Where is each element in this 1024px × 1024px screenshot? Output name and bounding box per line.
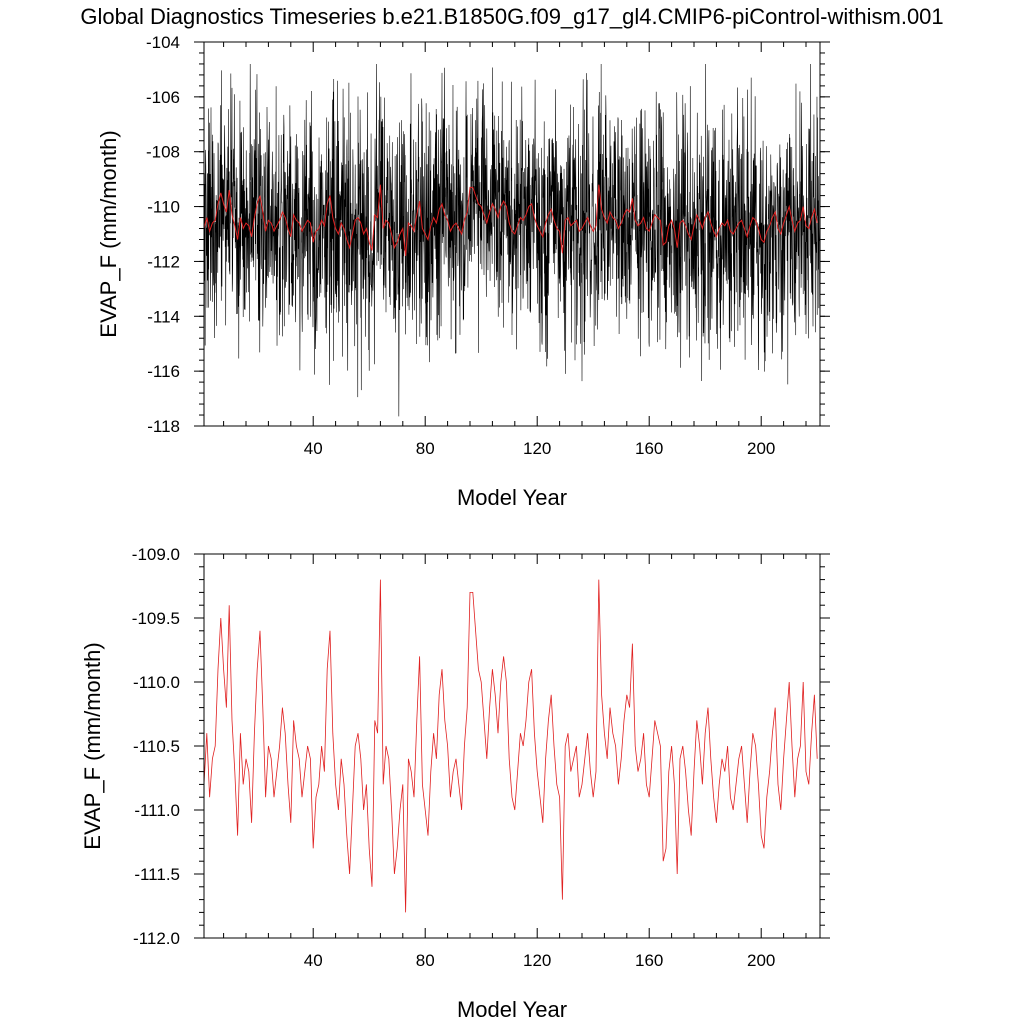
- x-tick-label: 160: [635, 439, 663, 458]
- y-tick-label: -110.0: [133, 673, 180, 692]
- annual-series-line: [203, 579, 818, 913]
- y-tick-label: -108: [146, 143, 180, 162]
- top-xlabel: Model Year: [457, 485, 567, 510]
- top-series: [203, 63, 821, 417]
- bottom-series: [203, 579, 818, 913]
- top-plot-frame: [203, 41, 821, 427]
- figure-title: Global Diagnostics Timeseries b.e21.B185…: [80, 4, 943, 29]
- top-axis-ticks: 40 80 120 160 200 -118 -116 -114 -112 -110 -108 -10…: [146, 33, 830, 458]
- bottom-xlabel: Model Year: [457, 997, 567, 1022]
- y-tick-label: -112: [147, 252, 180, 271]
- y-tick-label: -111.5: [134, 865, 180, 884]
- bottom-axis-ticks: 40 80 120 160 200 -112.0 -111.5 -111.0 -110.5 -11…: [132, 545, 830, 970]
- annual-series-line: [203, 184, 818, 256]
- x-tick-label: 200: [747, 951, 775, 970]
- y-tick-label: -111.0: [134, 801, 180, 820]
- y-tick-label: -110: [147, 198, 180, 217]
- x-tick-label: 80: [416, 951, 435, 970]
- x-tick-label: 40: [304, 951, 323, 970]
- y-tick-label: -109.0: [132, 545, 180, 564]
- y-tick-label: -114: [147, 307, 180, 326]
- x-tick-label: 40: [304, 439, 323, 458]
- top-panel: 40 80 120 160 200 -118 -116 -114 -112 -110 -108 -10…: [96, 33, 830, 510]
- y-tick-label: -109.5: [132, 609, 180, 628]
- y-tick-label: -116: [147, 362, 180, 381]
- y-tick-label: -106: [146, 88, 180, 107]
- top-ylabel: EVAP_F (mm/month): [96, 130, 121, 337]
- monthly-series-line: [203, 63, 821, 417]
- bottom-ylabel: EVAP_F (mm/month): [80, 642, 105, 849]
- x-tick-label: 80: [416, 439, 435, 458]
- x-tick-label: 200: [747, 439, 775, 458]
- y-tick-label: -104: [146, 33, 180, 52]
- y-tick-label: -112.0: [133, 929, 180, 948]
- x-tick-label: 120: [523, 439, 551, 458]
- x-tick-label: 160: [635, 951, 663, 970]
- y-tick-label: -118: [147, 417, 180, 436]
- y-tick-label: -110.5: [133, 737, 180, 756]
- x-tick-label: 120: [523, 951, 551, 970]
- bottom-panel: 40 80 120 160 200 -112.0 -111.5 -111.0 -110.5 -11…: [80, 545, 830, 1022]
